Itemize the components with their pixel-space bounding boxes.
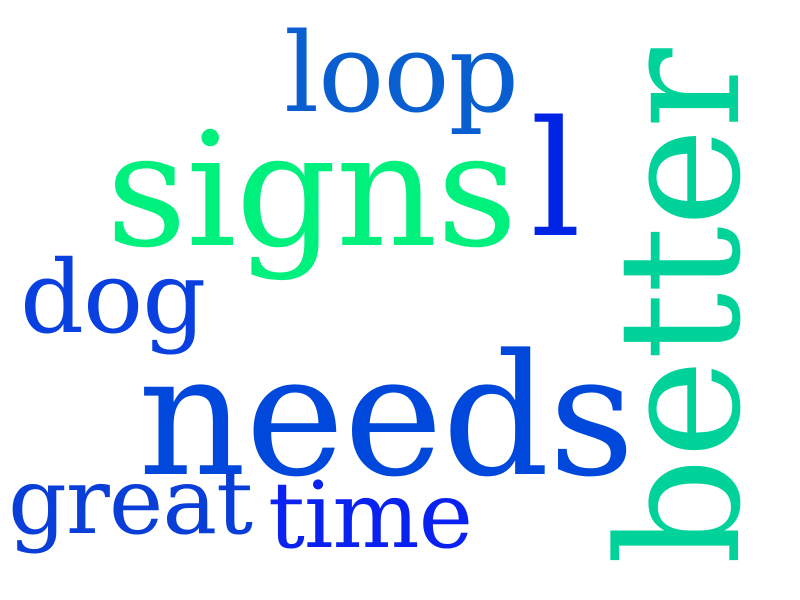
word-signs: signs [106,99,518,283]
word-time: time [268,462,473,569]
word-great: great [8,448,253,555]
word-dog: dog [20,239,206,356]
word-l: l [530,86,581,273]
word-needs: needs [138,318,635,514]
word-loop: loop [284,9,519,137]
word-better: better [582,49,778,565]
